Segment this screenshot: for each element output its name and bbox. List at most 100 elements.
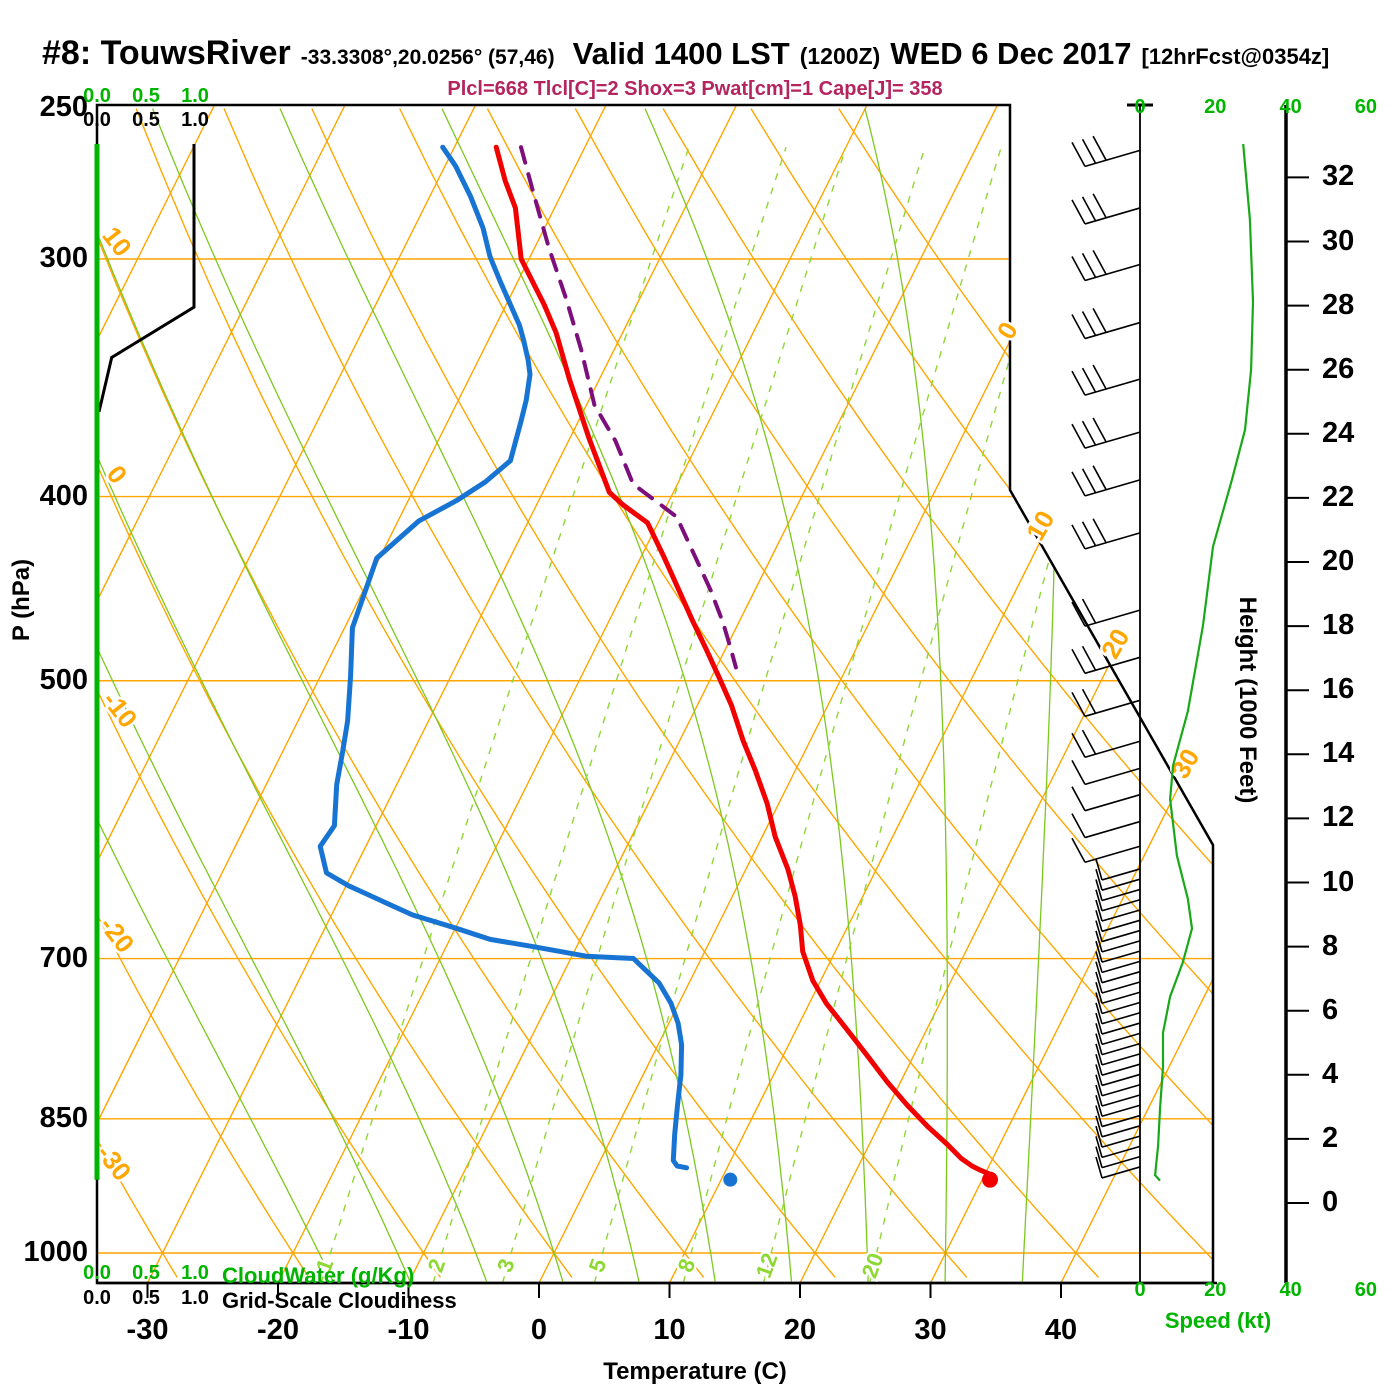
mixing-ratio-line bbox=[320, 146, 690, 1283]
pressure-tick-label: 1000 bbox=[23, 1236, 88, 1268]
dry-adiabat-line bbox=[574, 108, 1213, 1278]
dry-adiabat-line bbox=[135, 108, 836, 1278]
isotherm-line bbox=[799, 105, 1213, 1283]
moist-adiabat-line bbox=[1021, 108, 1058, 1282]
moist-adiabat-line bbox=[97, 108, 334, 1282]
height-tick-label: 22 bbox=[1322, 480, 1355, 513]
isotherm-line bbox=[407, 105, 999, 1283]
dry-adiabat-line bbox=[223, 108, 968, 1278]
dry-adiabat-label: 10 bbox=[96, 221, 137, 262]
cloudwater-scale-top-label: 0.0 bbox=[83, 85, 111, 107]
isotherm-label: 20 bbox=[1095, 623, 1135, 663]
cloudwater-axis-title: CloudWater (g/Kg) bbox=[222, 1263, 415, 1288]
speed-scale-top-label: 40 bbox=[1279, 96, 1302, 118]
surface-dewpoint-dot bbox=[723, 1172, 738, 1187]
height-tick-label: 20 bbox=[1322, 545, 1355, 577]
mixing-ratio-label: 5 bbox=[584, 1255, 612, 1275]
moist-adiabat-line bbox=[279, 108, 716, 1282]
moist-adiabat-line bbox=[864, 108, 948, 1282]
isotherm-line bbox=[97, 105, 607, 1283]
speed-scale-top-label: 0 bbox=[1134, 96, 1146, 118]
cloudiness-scale-top-label: 0.0 bbox=[83, 109, 111, 131]
temperature-tick-label: 10 bbox=[653, 1314, 686, 1346]
isotherm-line bbox=[277, 105, 868, 1283]
parcel-path bbox=[519, 145, 738, 670]
height-tick-label: 14 bbox=[1322, 737, 1355, 770]
height-tick-label: 8 bbox=[1322, 929, 1339, 962]
temperature-tick-label: 20 bbox=[783, 1314, 817, 1346]
mixing-ratio-label: 8 bbox=[673, 1255, 701, 1275]
cloudwater-scale-bottom-label: 0.5 bbox=[132, 1262, 160, 1284]
dry-adiabat-line bbox=[398, 108, 1213, 1278]
height-tick-label: 24 bbox=[1322, 416, 1355, 449]
dry-adiabat-line bbox=[97, 108, 178, 1278]
temperature-tick-label: -20 bbox=[257, 1314, 299, 1346]
mixing-ratio-label: 12 bbox=[751, 1250, 783, 1282]
height-tick-label: 16 bbox=[1322, 673, 1355, 706]
height-tick-label: 32 bbox=[1322, 160, 1355, 193]
cloudiness-profile bbox=[97, 144, 196, 413]
pressure-tick-label: 850 bbox=[39, 1101, 88, 1134]
valid-zulu: (1200Z) bbox=[799, 43, 881, 69]
height-tick-label: 12 bbox=[1322, 801, 1355, 834]
temperature-profile bbox=[493, 144, 991, 1176]
surface-temperature-dot bbox=[981, 1171, 998, 1188]
dry-adiabat-line bbox=[750, 108, 1213, 1278]
isotherm-line bbox=[97, 105, 346, 1283]
pressure-tick-label: 400 bbox=[39, 479, 88, 512]
speed-scale-bottom-label: 40 bbox=[1279, 1279, 1302, 1301]
pressure-tick-label: 300 bbox=[39, 242, 88, 274]
temperature-tick-label: 0 bbox=[530, 1314, 548, 1346]
temperature-tick-label: -30 bbox=[126, 1314, 169, 1346]
forecast-tag: [12hrFcst@0354z] bbox=[1141, 44, 1330, 69]
moist-adiabat-line bbox=[441, 108, 793, 1282]
mixing-ratio-line bbox=[432, 146, 787, 1283]
isotherm-line bbox=[929, 105, 1213, 1283]
cloudwater-scale-top-label: 1.0 bbox=[181, 85, 209, 107]
chart-title: #8: TouwsRiver -33.3308°,20.0256° (57,46… bbox=[42, 34, 1382, 73]
isotherm-line bbox=[1060, 105, 1213, 1283]
speed-scale-bottom-label: 20 bbox=[1204, 1279, 1227, 1301]
dry-adiabat-line bbox=[486, 108, 1213, 1278]
speed-scale-top-label: 20 bbox=[1204, 96, 1227, 118]
height-tick-label: 6 bbox=[1322, 993, 1339, 1026]
isotherm-label: 10 bbox=[1020, 505, 1060, 545]
moist-adiabat-line bbox=[151, 108, 640, 1282]
valid-time: Valid 1400 LST bbox=[572, 36, 790, 71]
isotherm-line bbox=[146, 105, 738, 1283]
cloudiness-axis-title: Grid-Scale Cloudiness bbox=[222, 1288, 457, 1313]
height-tick-label: 18 bbox=[1322, 609, 1355, 642]
dry-adiabat-line bbox=[311, 108, 1100, 1278]
pressure-tick-label: 500 bbox=[39, 663, 88, 696]
cloudwater-scale-bottom-label: 0.0 bbox=[83, 1262, 111, 1284]
cloudiness-scale-top-label: 1.0 bbox=[181, 109, 209, 131]
pressure-tick-label: 250 bbox=[39, 91, 88, 124]
stability-params-line: Plcl=668 Tlcl[C]=2 Shox=3 Pwat[cm]=1 Cap… bbox=[447, 78, 943, 100]
dry-adiabat-line bbox=[97, 108, 441, 1278]
cloudiness-scale-bottom-label: 1.0 bbox=[181, 1287, 209, 1309]
height-axis-title: Height (1000 Feet) bbox=[1234, 596, 1261, 804]
station-coords: -33.3308°,20.0256° (57,46) bbox=[300, 46, 555, 69]
dry-adiabat-line bbox=[97, 108, 705, 1278]
wind-barbs bbox=[1071, 135, 1141, 1179]
dry-adiabat-line bbox=[662, 108, 1213, 1278]
speed-scale-bottom-label: 0 bbox=[1134, 1279, 1146, 1301]
height-tick-label: 4 bbox=[1322, 1057, 1339, 1090]
temperature-axis-title: Temperature (C) bbox=[603, 1358, 787, 1385]
pressure-axis-title: P (hPa) bbox=[8, 558, 35, 642]
cloudiness-scale-bottom-label: 0.5 bbox=[132, 1287, 160, 1309]
cloudwater-scale-top-label: 0.5 bbox=[132, 85, 160, 107]
height-tick-label: 0 bbox=[1322, 1186, 1339, 1218]
isotherm-line bbox=[538, 105, 1129, 1283]
isotherm-line bbox=[97, 105, 477, 1283]
wind-speed-profile bbox=[1153, 143, 1255, 1182]
height-tick-label: 2 bbox=[1322, 1121, 1339, 1154]
cloudiness-scale-bottom-label: 0.0 bbox=[83, 1287, 111, 1309]
mixing-ratio-label: 2 bbox=[423, 1255, 451, 1275]
speed-axis-title: Speed (kt) bbox=[1164, 1308, 1272, 1333]
dry-adiabat-label: -10 bbox=[97, 685, 144, 733]
dry-adiabat-line bbox=[97, 108, 310, 1278]
cloudwater-scale-bottom-label: 1.0 bbox=[181, 1262, 209, 1284]
